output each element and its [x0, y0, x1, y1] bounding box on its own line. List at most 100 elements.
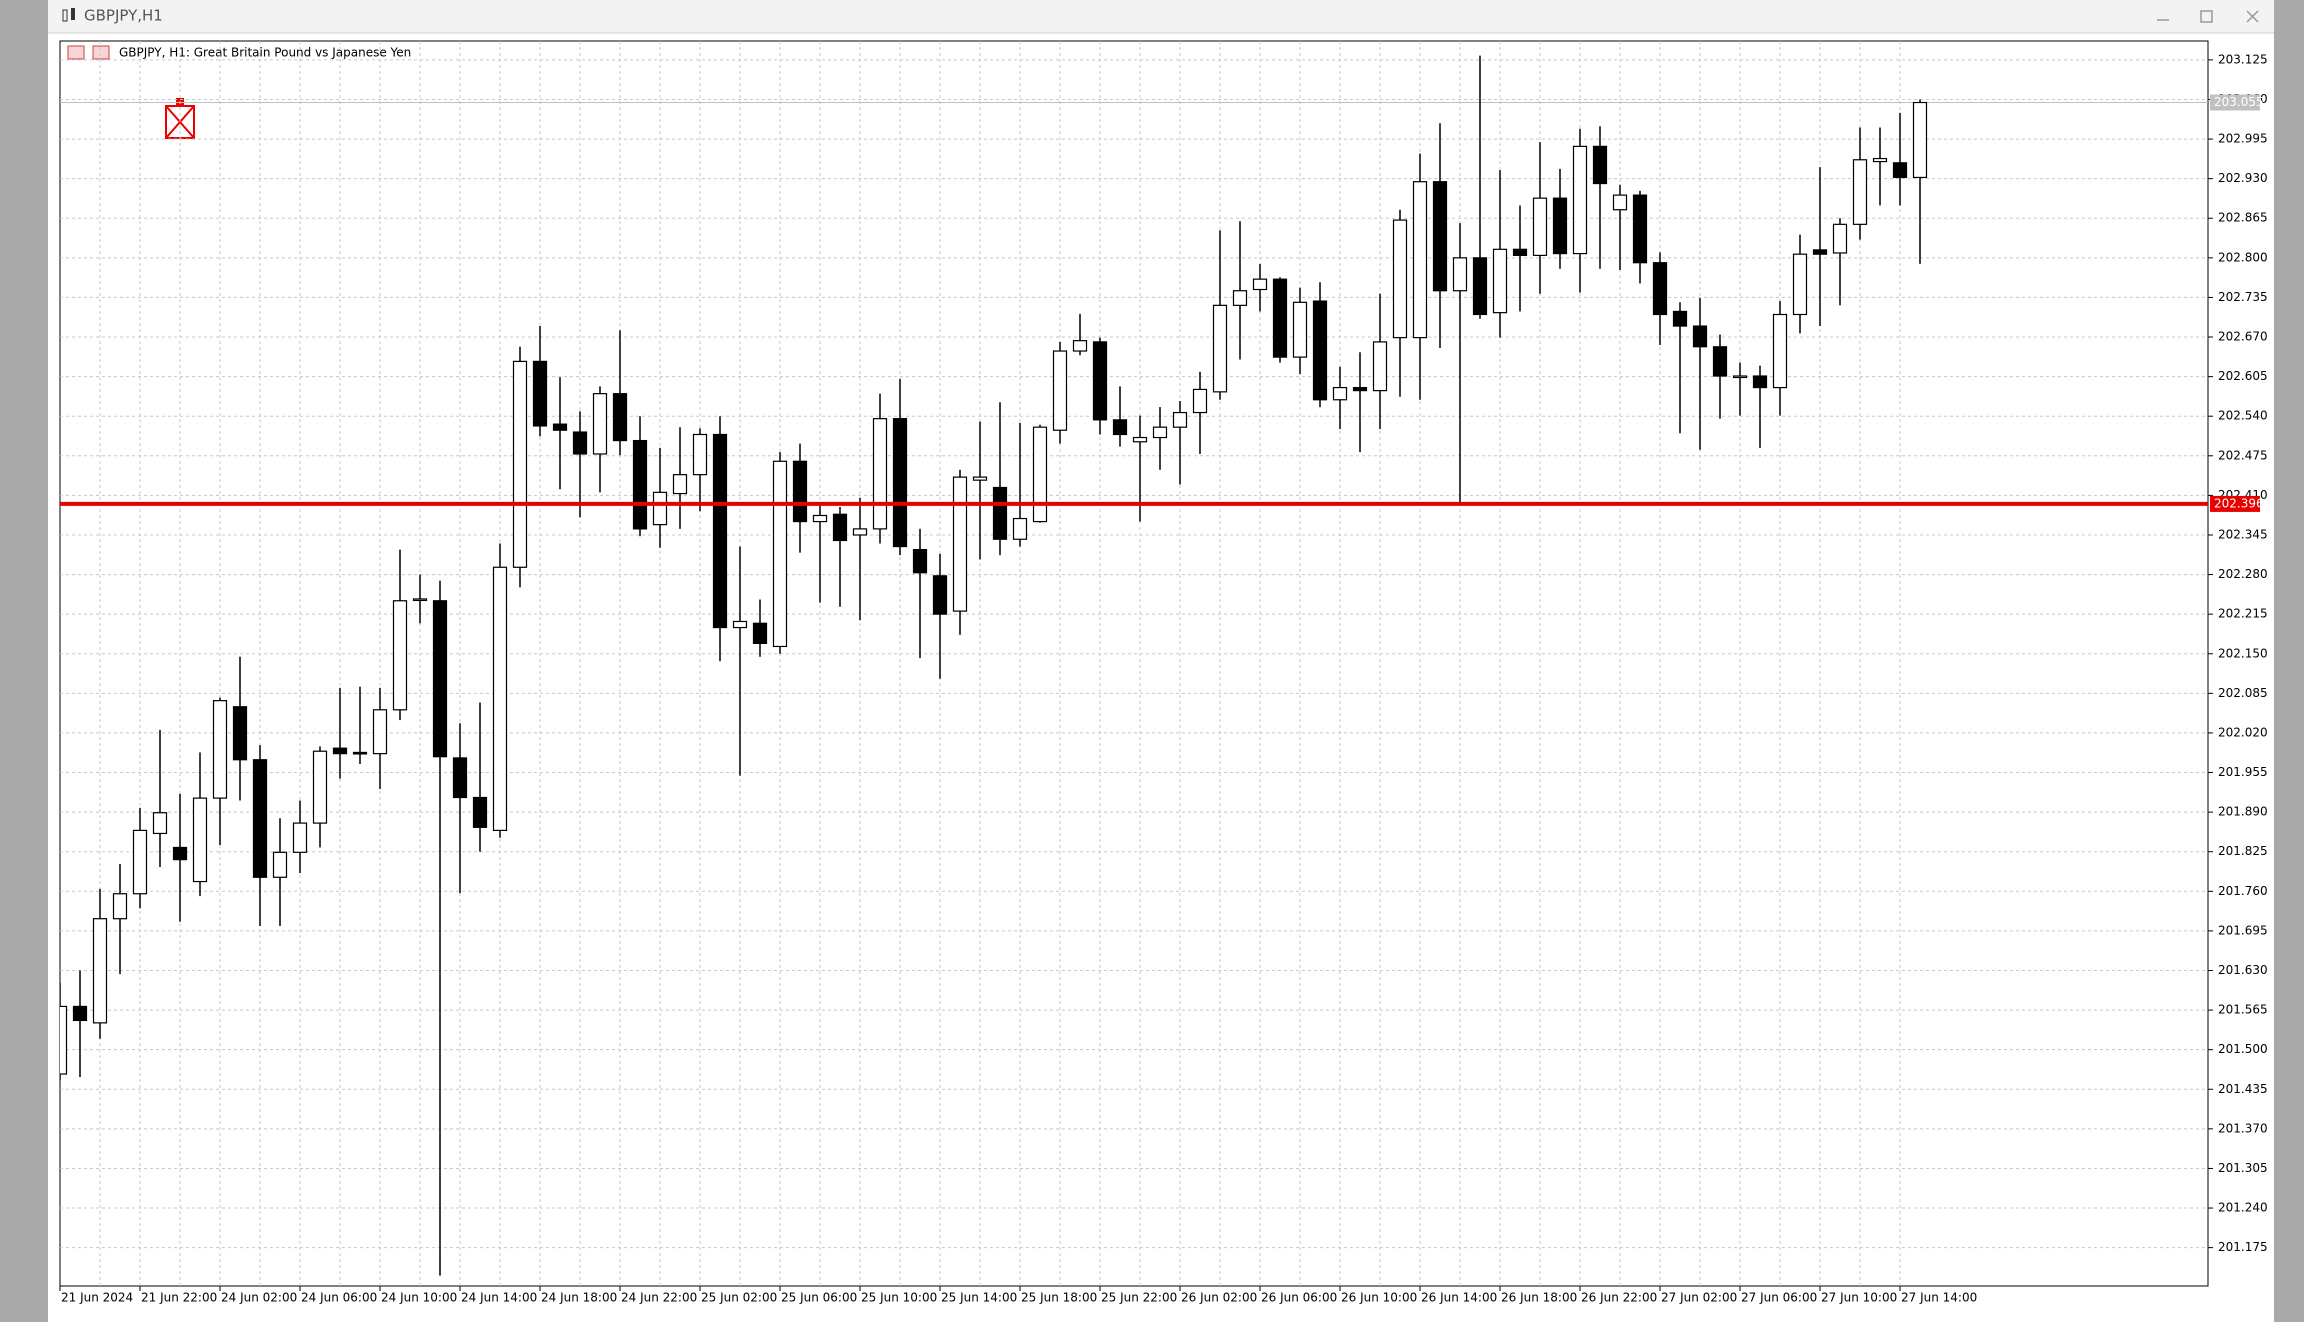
window-title: GBPJPY,H1: [84, 7, 163, 25]
candle-body: [352, 751, 368, 755]
candle-body: [392, 600, 408, 711]
candle-body: [232, 706, 248, 761]
candle-body: [1652, 262, 1668, 316]
y-tick-label: 201.955: [2218, 765, 2268, 779]
y-tick-label: 201.305: [2218, 1161, 2268, 1175]
candle-body: [1852, 159, 1868, 225]
y-tick-label: 202.930: [2218, 171, 2268, 185]
x-tick-label: 26 Jun 14:00: [1421, 1291, 1497, 1305]
candle-body: [932, 575, 948, 615]
candle-body: [1232, 290, 1248, 306]
candle-body: [1272, 278, 1288, 358]
candle-body: [912, 548, 928, 574]
candle-body: [492, 566, 508, 831]
candle-body: [1492, 248, 1508, 314]
x-tick-label: 26 Jun 10:00: [1341, 1291, 1417, 1305]
chart-title: GBPJPY, H1: Great Britain Pound vs Japan…: [119, 46, 411, 60]
candle-body: [152, 812, 168, 835]
plot-area: [59, 40, 2209, 1287]
x-tick-label: 26 Jun 22:00: [1581, 1291, 1657, 1305]
x-tick-label: 24 Jun 06:00: [301, 1291, 377, 1305]
candle-body: [852, 528, 868, 536]
candle-body: [1432, 181, 1448, 292]
candle-body: [772, 460, 788, 648]
x-tick-label: 26 Jun 02:00: [1181, 1291, 1257, 1305]
x-tick-label: 27 Jun 10:00: [1821, 1291, 1897, 1305]
y-tick-label: 201.435: [2218, 1082, 2268, 1096]
candle-body: [1512, 248, 1528, 257]
candle-body: [1032, 426, 1048, 523]
y-tick-label: 202.605: [2218, 369, 2268, 383]
candle-body: [1552, 197, 1568, 255]
candle-body: [632, 439, 648, 530]
candle-body: [1872, 157, 1888, 163]
level-label: 202.396: [2214, 496, 2264, 510]
candle-body: [712, 433, 728, 629]
candle-body: [672, 474, 688, 495]
y-tick-label: 201.370: [2218, 1121, 2268, 1135]
candle-body: [1772, 313, 1788, 389]
candle-body: [1012, 517, 1028, 540]
y-tick-label: 202.865: [2218, 211, 2268, 225]
y-tick-label: 203.125: [2218, 52, 2268, 66]
candle-body: [1212, 304, 1228, 393]
candle-body: [112, 893, 128, 920]
candle-body: [1092, 341, 1108, 421]
y-tick-label: 201.175: [2218, 1240, 2268, 1254]
candle-body: [1112, 419, 1128, 436]
candle-body: [1612, 194, 1628, 211]
candle-body: [1152, 426, 1168, 439]
candle-body: [592, 393, 608, 455]
x-tick-label: 27 Jun 14:00: [1901, 1291, 1977, 1305]
candle-body: [1832, 223, 1848, 254]
candle-body: [1192, 388, 1208, 414]
candle-body: [1532, 197, 1548, 257]
candle-body: [1672, 310, 1688, 327]
x-tick-label: 24 Jun 02:00: [221, 1291, 297, 1305]
candle-body: [312, 750, 328, 824]
candle-body: [552, 423, 568, 431]
candle-body: [412, 598, 428, 602]
y-tick-label: 202.345: [2218, 527, 2268, 541]
candle-body: [872, 418, 888, 530]
y-tick-label: 201.825: [2218, 844, 2268, 858]
candle-body: [212, 700, 228, 799]
y-tick-label: 202.995: [2218, 132, 2268, 146]
y-tick-label: 202.800: [2218, 250, 2268, 264]
candle-body: [952, 476, 968, 612]
candle-body: [1712, 346, 1728, 377]
candle-body: [1792, 253, 1808, 316]
candle-body: [72, 1005, 88, 1022]
candle-body: [452, 757, 468, 799]
candle-body: [1052, 350, 1068, 431]
window-icon: [62, 8, 75, 22]
plot: [60, 41, 2208, 1286]
x-tick-label: 21 Jun 22:00: [141, 1291, 217, 1305]
candle-body: [1332, 386, 1348, 401]
candle-body: [832, 513, 848, 542]
candle-body: [612, 393, 628, 442]
y-tick-label: 201.240: [2218, 1201, 2268, 1215]
candle-body: [1752, 375, 1768, 389]
candle-body: [432, 600, 448, 758]
candle-body: [1132, 436, 1148, 443]
close-button[interactable]: [2246, 10, 2259, 23]
x-tick-label: 24 Jun 10:00: [381, 1291, 457, 1305]
candle-body: [1572, 145, 1588, 255]
header-icons: [67, 45, 110, 60]
candle-body: [1912, 101, 1928, 179]
candle-body: [1392, 219, 1408, 339]
candle-body: [172, 846, 188, 861]
x-tick-label: 26 Jun 18:00: [1501, 1291, 1577, 1305]
y-tick-label: 202.215: [2218, 607, 2268, 621]
candle-body: [192, 797, 208, 883]
candle-body: [252, 759, 268, 878]
candle-body: [1732, 375, 1748, 379]
candle-body: [292, 822, 308, 853]
bid-label-bg: [2210, 94, 2260, 111]
candle-body: [132, 829, 148, 895]
title-bar: [48, 0, 2274, 33]
x-tick-label: 24 Jun 22:00: [621, 1291, 697, 1305]
maximize-button[interactable]: [2200, 10, 2213, 23]
